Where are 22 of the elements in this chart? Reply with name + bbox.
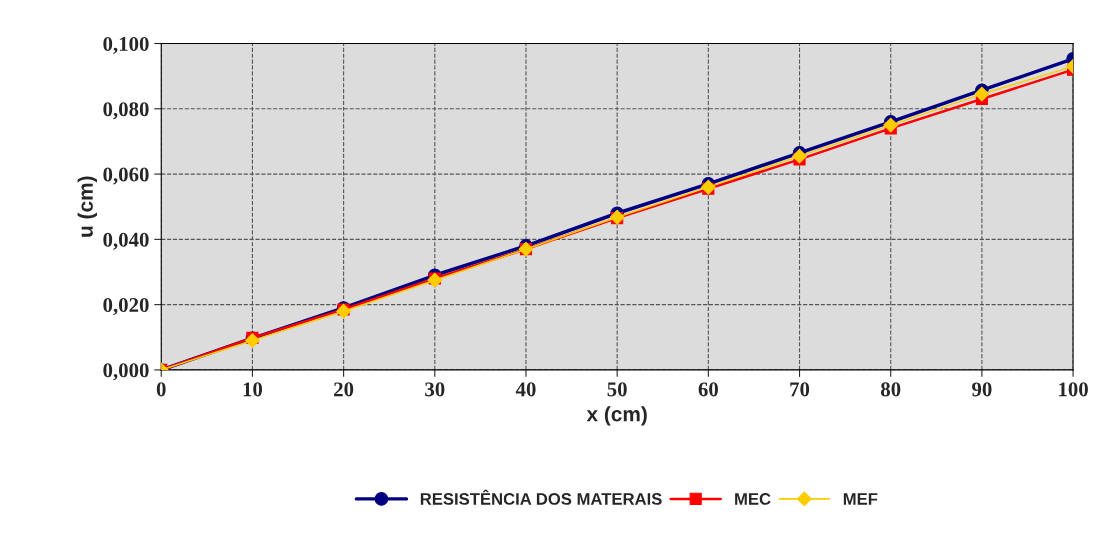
y-axis-title: u (cm) [77,176,97,237]
x-tick-label: 50 [607,382,627,397]
y-tick-label: 0,100 [103,36,149,54]
x-tick-label: 40 [515,382,536,397]
y-tick-label: 0,020 [103,298,149,316]
y-tick-label: 0,040 [103,232,149,250]
y-tick-label: 0,080 [103,102,149,120]
y-tick-label: 0,060 [103,167,149,185]
x-tick-label: 0 [156,382,166,397]
x-tick-label: 30 [425,382,445,397]
legend-label: MEC [735,493,771,505]
y-tick-label: 0,000 [103,363,149,381]
x-tick-label: 60 [698,382,718,397]
x-tick-label: 90 [972,382,992,397]
x-axis-title: x (cm) [586,406,647,426]
x-tick-label: 80 [880,382,901,397]
legend-label: RESISTÊNCIA DOS MATERAIS [420,489,662,505]
x-tick-label: 20 [334,382,354,397]
x-tick-label: 100 [1059,382,1088,397]
x-tick-label: 70 [790,382,810,397]
x-tick-label: 10 [243,382,263,397]
legend-label: MEF [843,493,878,505]
